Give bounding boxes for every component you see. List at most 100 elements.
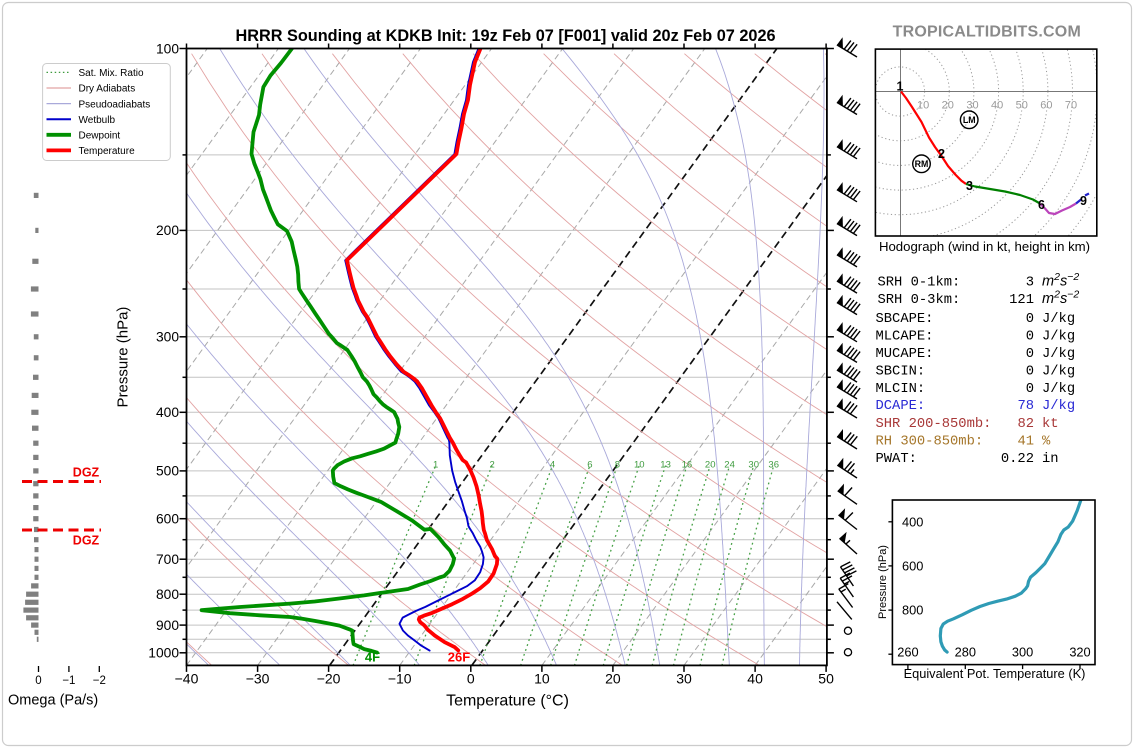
svg-text:36: 36 — [768, 460, 779, 471]
svg-text:MLCIN:: MLCIN: — [876, 382, 926, 397]
svg-text:HRRR Sounding at KDKB Init: 19: HRRR Sounding at KDKB Init: 19z Feb 07 [… — [235, 27, 775, 45]
svg-text:700: 700 — [156, 552, 179, 567]
svg-text:SHR 200-850mb:: SHR 200-850mb: — [876, 416, 992, 432]
svg-text:30: 30 — [966, 100, 978, 112]
svg-text:Equivalent Pot. Temperature (K: Equivalent Pot. Temperature (K) — [904, 666, 1086, 681]
svg-text:Temperature: Temperature — [79, 146, 136, 157]
svg-text:m2s−2: m2s−2 — [1042, 271, 1079, 290]
svg-text:Sat. Mix. Ratio: Sat. Mix. Ratio — [79, 68, 144, 79]
svg-text:3: 3 — [966, 179, 973, 193]
svg-text:3: 3 — [1026, 276, 1034, 291]
svg-text:16: 16 — [682, 460, 693, 471]
svg-text:4: 4 — [550, 460, 555, 471]
svg-text:kt: kt — [1042, 416, 1059, 432]
svg-text:20: 20 — [942, 100, 954, 112]
svg-text:121: 121 — [1009, 293, 1034, 308]
svg-text:78: 78 — [1017, 399, 1034, 414]
svg-text:8: 8 — [615, 460, 620, 471]
svg-text:2: 2 — [489, 460, 494, 471]
svg-text:400: 400 — [902, 514, 923, 529]
svg-text:−30: −30 — [246, 671, 270, 687]
svg-text:0: 0 — [1026, 365, 1034, 380]
svg-text:50: 50 — [818, 671, 834, 687]
svg-text:30: 30 — [676, 671, 692, 687]
svg-text:6: 6 — [587, 460, 592, 471]
svg-text:DCAPE:: DCAPE: — [876, 399, 926, 414]
svg-text:600: 600 — [156, 512, 179, 527]
svg-text:SBCAPE:: SBCAPE: — [876, 312, 934, 327]
svg-text:MLCAPE:: MLCAPE: — [876, 330, 934, 345]
svg-text:%: % — [1042, 435, 1051, 450]
svg-text:0: 0 — [35, 675, 41, 687]
svg-text:300: 300 — [156, 330, 179, 345]
svg-text:Pseudoadiabats: Pseudoadiabats — [79, 99, 151, 110]
svg-text:Pressure (hPa): Pressure (hPa) — [115, 307, 132, 408]
svg-text:10: 10 — [917, 100, 929, 112]
svg-text:280: 280 — [955, 645, 976, 660]
svg-text:RH 300-850mb:: RH 300-850mb: — [876, 434, 984, 450]
svg-text:200: 200 — [156, 223, 179, 238]
svg-text:−1: −1 — [62, 675, 75, 687]
svg-text:J/kg: J/kg — [1042, 364, 1075, 380]
svg-text:SRH 0-1km:: SRH 0-1km: — [878, 275, 961, 291]
svg-text:800: 800 — [902, 603, 923, 618]
svg-text:PWAT:: PWAT: — [876, 452, 917, 467]
svg-text:−10: −10 — [388, 671, 412, 687]
svg-text:TROPICALTIDBITS.COM: TROPICALTIDBITS.COM — [893, 24, 1081, 41]
svg-text:20: 20 — [705, 460, 716, 471]
svg-text:Dry Adiabats: Dry Adiabats — [79, 84, 136, 95]
svg-text:SBCIN:: SBCIN: — [876, 365, 926, 380]
svg-text:−40: −40 — [175, 671, 199, 687]
svg-text:0: 0 — [1026, 382, 1034, 397]
svg-text:J/kg: J/kg — [1042, 381, 1075, 397]
svg-text:260: 260 — [897, 645, 918, 660]
svg-text:Temperature (°C): Temperature (°C) — [446, 693, 569, 710]
svg-text:10: 10 — [534, 671, 550, 687]
svg-text:DGZ: DGZ — [73, 466, 100, 480]
svg-text:300: 300 — [1012, 645, 1033, 660]
svg-text:J/kg: J/kg — [1042, 311, 1075, 327]
svg-text:−2: −2 — [93, 675, 106, 687]
svg-text:in: in — [1042, 451, 1059, 467]
svg-text:500: 500 — [156, 464, 179, 479]
svg-text:RM: RM — [915, 159, 929, 169]
svg-text:J/kg: J/kg — [1042, 398, 1075, 414]
svg-text:6: 6 — [1038, 198, 1045, 212]
svg-text:30: 30 — [748, 460, 759, 471]
svg-text:1: 1 — [433, 460, 438, 471]
svg-text:60: 60 — [1040, 100, 1052, 112]
svg-text:Omega (Pa/s): Omega (Pa/s) — [8, 693, 98, 709]
svg-text:−20: −20 — [317, 671, 341, 687]
svg-text:1000: 1000 — [148, 646, 179, 661]
svg-text:13: 13 — [660, 460, 671, 471]
svg-text:100: 100 — [156, 41, 179, 56]
svg-text:26F: 26F — [448, 650, 470, 665]
svg-text:2: 2 — [938, 147, 945, 161]
svg-text:Hodograph (wind in kt, height: Hodograph (wind in kt, height in km) — [879, 239, 1090, 254]
svg-text:82: 82 — [1017, 417, 1034, 432]
svg-text:J/kg: J/kg — [1042, 329, 1075, 345]
svg-text:SRH 0-3km:: SRH 0-3km: — [878, 292, 961, 308]
svg-text:600: 600 — [902, 558, 923, 573]
svg-text:800: 800 — [156, 587, 179, 602]
svg-text:0: 0 — [467, 671, 475, 687]
svg-text:320: 320 — [1069, 645, 1090, 660]
svg-text:400: 400 — [156, 405, 179, 420]
svg-text:900: 900 — [156, 618, 179, 633]
svg-text:1: 1 — [897, 80, 904, 94]
svg-text:Dewpoint: Dewpoint — [79, 131, 121, 142]
svg-text:0.22: 0.22 — [1001, 452, 1034, 467]
svg-text:10: 10 — [634, 460, 645, 471]
svg-text:70: 70 — [1065, 100, 1077, 112]
svg-text:24: 24 — [724, 460, 735, 471]
svg-text:MUCAPE:: MUCAPE: — [876, 347, 934, 362]
svg-text:Pressure (hPa): Pressure (hPa) — [877, 545, 889, 619]
svg-text:Wetbulb: Wetbulb — [79, 115, 116, 126]
svg-text:LM: LM — [963, 115, 976, 125]
svg-text:40: 40 — [991, 100, 1003, 112]
svg-text:9: 9 — [1080, 194, 1087, 208]
svg-text:50: 50 — [1016, 100, 1028, 112]
svg-text:J/kg: J/kg — [1042, 346, 1075, 362]
svg-text:20: 20 — [605, 671, 621, 687]
svg-text:0: 0 — [1026, 312, 1034, 327]
